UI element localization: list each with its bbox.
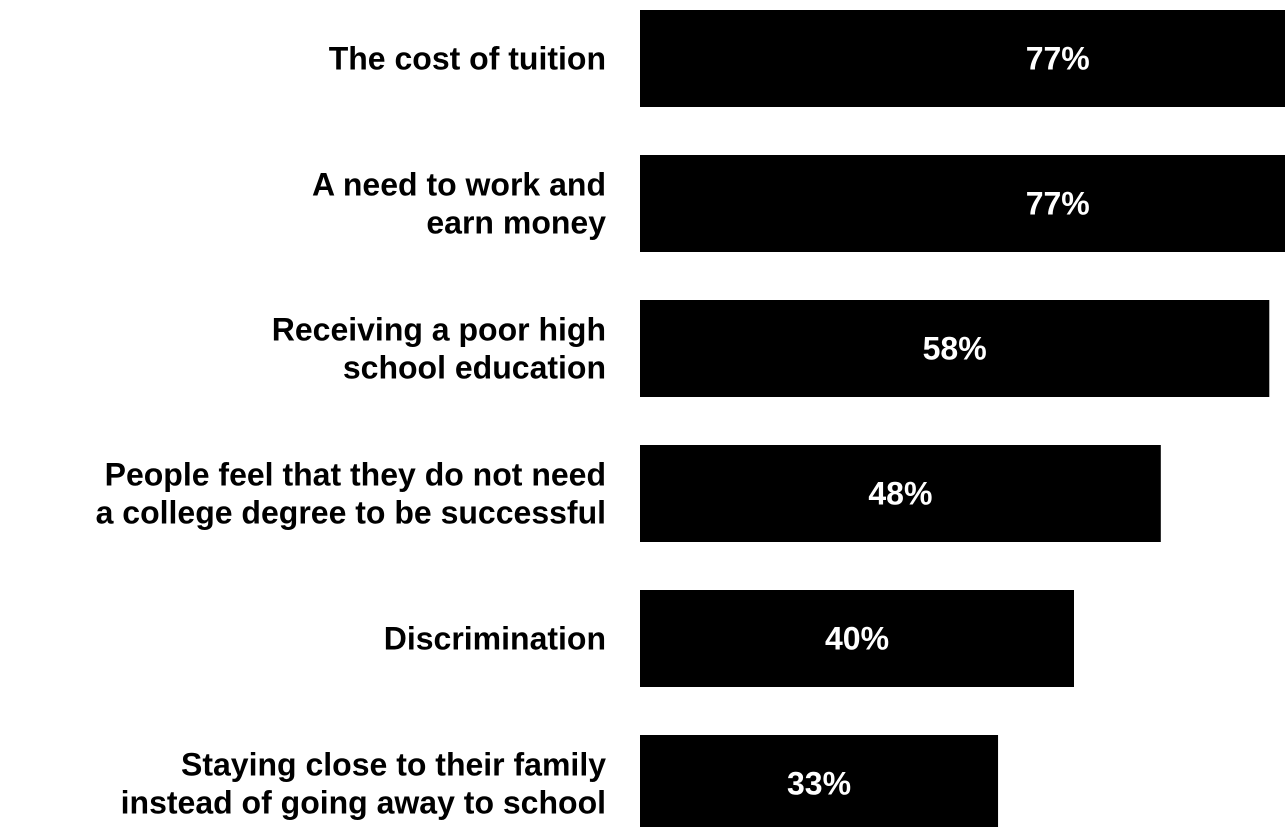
category-label-3: People feel that they do not need a colle…	[96, 457, 606, 531]
value-label-4: 40%	[825, 621, 889, 657]
value-label-2: 58%	[923, 331, 987, 367]
category-label-4: Discrimination	[384, 621, 606, 657]
category-label-2: Receiving a poor high school education	[272, 312, 606, 386]
value-label-5: 33%	[787, 766, 851, 802]
category-label-1: A need to work and earn money	[312, 167, 606, 241]
category-label-5-line-0: Staying close to their family	[181, 747, 606, 783]
category-label-5: Staying close to their family instead of …	[121, 747, 607, 821]
category-label-2-line-0: Receiving a poor high	[272, 312, 606, 348]
value-labels-group: 77% 77% 58% 48% 40% 33%	[787, 41, 1090, 802]
value-label-1: 77%	[1026, 186, 1090, 222]
bars-group	[640, 10, 1285, 827]
category-label-1-line-1: earn money	[426, 205, 606, 241]
bar-4	[640, 590, 1074, 687]
category-label-0-line-0: The cost of tuition	[329, 41, 606, 77]
category-label-2-line-1: school education	[343, 350, 606, 386]
value-label-3: 48%	[868, 476, 932, 512]
category-labels-group: The cost of tuition A need to work and ear…	[96, 41, 607, 821]
category-label-3-line-1: a college degree to be successful	[96, 495, 606, 531]
bar-5	[640, 735, 999, 827]
bar-1	[640, 155, 1285, 252]
value-label-0: 77%	[1026, 41, 1090, 77]
bar-0	[640, 10, 1285, 107]
category-label-3-line-0: People feel that they do not need	[105, 457, 606, 493]
category-label-4-line-0: Discrimination	[384, 621, 606, 657]
category-label-5-line-1: instead of going away to school	[121, 785, 606, 821]
category-label-0: The cost of tuition	[329, 41, 606, 77]
category-label-1-line-0: A need to work and	[312, 167, 606, 203]
bar-2	[640, 300, 1270, 397]
bar-3	[640, 445, 1161, 542]
